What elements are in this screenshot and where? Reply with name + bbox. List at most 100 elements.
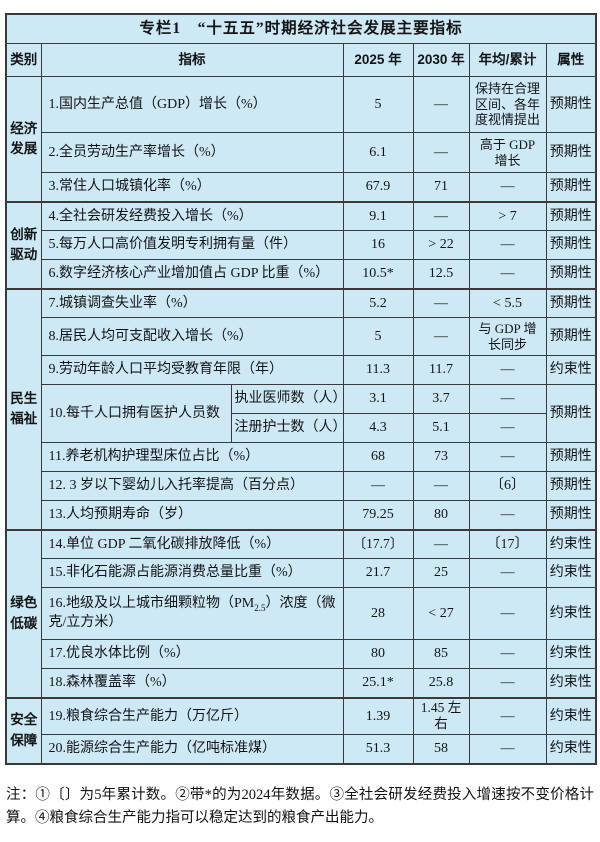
- annual-cell: —: [468, 172, 547, 202]
- annual-cell: —: [468, 413, 547, 443]
- table-row: 安全保障 19.粮食综合生产能力（万亿斤） 1.39 1.45 左右 — 约束性: [5, 696, 597, 765]
- table-row: 经济发展 1.国内生产总值（GDP）增长（%） 5 — 保持在合理区间、各年度视…: [5, 76, 597, 202]
- attribute-cell: 约束性: [545, 355, 597, 385]
- attribute-cell: 预期性: [545, 500, 597, 530]
- value-2030-cell: 12.5: [412, 259, 470, 289]
- value-2030-cell: 1.45 左右: [412, 696, 470, 736]
- value-2025-cell: 80: [342, 639, 414, 669]
- value-2030-cell: 11.7: [412, 355, 470, 385]
- table-row: 13.人均预期寿命（岁） 79.25 80 — 预期性: [6, 500, 597, 530]
- value-2025-cell: 79.25: [342, 500, 414, 530]
- attribute-cell: 预期性: [545, 230, 597, 260]
- annual-cell: —: [468, 500, 547, 530]
- attribute-cell: 约束性: [545, 696, 597, 736]
- indicator-cell: 10.每千人口拥有医护人员数: [40, 384, 232, 443]
- value-2030-cell: 25: [412, 558, 470, 588]
- category-economic-development: 经济发展: [5, 76, 42, 202]
- table-row: 3.常住人口城镇化率（%） 67.9 71 — 预期性: [6, 172, 597, 202]
- table-row: 11.养老机构护理型床位占比（%） 68 73 — 预期性: [6, 442, 597, 472]
- value-2030-cell: —: [412, 471, 470, 501]
- value-2025-cell: —: [342, 471, 414, 501]
- indicator-cell: 11.养老机构护理型床位占比（%）: [40, 442, 344, 472]
- table-title: 专栏1 “十五五”时期经济社会发展主要指标: [5, 13, 597, 44]
- document-page: 专栏1 “十五五”时期经济社会发展主要指标 类别 指标 2025 年 2030 …: [0, 13, 600, 842]
- value-2030-cell: 25.8: [412, 668, 470, 698]
- value-2025-cell: 21.7: [342, 558, 414, 588]
- indicator-cell: 12. 3 岁以下婴幼儿入托率提高（百分点）: [40, 471, 344, 501]
- table-row: 民生福祉 7.城镇调查失业率（%） 5.2 — < 5.5 预期性: [5, 287, 597, 530]
- indicator-cell: 7.城镇调查失业率（%）: [40, 287, 344, 318]
- table-row: 15.非化石能源占能源消费总量比重（%） 21.7 25 — 约束性: [6, 558, 597, 588]
- annual-cell: —: [468, 734, 547, 765]
- value-2030-cell: 5.1: [412, 413, 470, 443]
- pm25-subscript: 2.5: [254, 603, 266, 614]
- value-2030-cell: —: [412, 528, 470, 559]
- value-2030-cell: 73: [412, 442, 470, 472]
- indicator-cell: 14.单位 GDP 二氧化碳排放降低（%）: [40, 528, 344, 559]
- value-2030-cell: < 27: [412, 587, 470, 640]
- col-header-category: 类别: [5, 43, 42, 77]
- indicator-cell: 20.能源综合生产能力（亿吨标准煤）: [40, 734, 344, 765]
- value-2025-cell: 67.9: [342, 172, 414, 202]
- table-row: 8.居民人均可支配收入增长（%） 5 — 与 GDP 增长同步 预期性: [6, 317, 597, 356]
- annual-cell: —: [468, 639, 547, 669]
- attribute-cell: 预期性: [545, 384, 597, 443]
- value-2030-cell: —: [412, 132, 470, 173]
- table-header-row: 类别 指标 2025 年 2030 年 年均/累计 属性: [5, 43, 597, 77]
- attribute-cell: 预期性: [545, 442, 597, 472]
- table-row: 16.地级及以上城市细颗粒物（PM2.5）浓度（微克/立方米） 28 < 27 …: [6, 587, 597, 640]
- value-2025-cell: 51.3: [342, 734, 414, 765]
- annual-cell: —: [468, 696, 547, 736]
- category-green-low-carbon: 绿色低碳: [5, 528, 42, 698]
- value-2030-cell: —: [412, 287, 470, 318]
- value-2025-cell: 6.1: [342, 132, 414, 173]
- table-row: 注册护士数（人） 4.3 5.1 —: [6, 413, 596, 443]
- table-row: 17.优良水体比例（%） 80 85 — 约束性: [6, 639, 597, 669]
- value-2025-cell: 9.1: [342, 200, 414, 231]
- attribute-cell: 预期性: [545, 172, 597, 202]
- value-2025-cell: 68: [342, 442, 414, 472]
- attribute-cell: 约束性: [545, 587, 597, 640]
- annual-cell: < 5.5: [468, 287, 547, 318]
- attribute-cell: 约束性: [545, 668, 597, 698]
- attribute-cell: 约束性: [545, 558, 597, 588]
- value-2030-cell: 3.7: [412, 384, 470, 414]
- table-title-row: 专栏1 “十五五”时期经济社会发展主要指标: [5, 13, 597, 44]
- attribute-cell: 预期性: [545, 76, 597, 133]
- value-2030-cell: 71: [412, 172, 470, 202]
- value-2025-cell: 5: [342, 76, 414, 133]
- annual-cell: —: [468, 558, 547, 588]
- value-2025-cell: 10.5*: [342, 259, 414, 289]
- col-header-attribute: 属性: [545, 43, 597, 77]
- annual-cell: —: [468, 384, 547, 414]
- indicator-cell: 6.数字经济核心产业增加值占 GDP 比重（%）: [40, 259, 344, 289]
- annual-cell: —: [468, 259, 547, 289]
- value-2025-cell: 28: [342, 587, 414, 640]
- indicator-text: 16.地级及以上城市细颗粒物（PM: [48, 596, 255, 612]
- indicator-cell: 8.居民人均可支配收入增长（%）: [40, 317, 344, 356]
- attribute-cell: 预期性: [545, 317, 597, 356]
- annual-cell: > 7: [468, 200, 547, 231]
- value-2025-cell: 25.1*: [342, 668, 414, 698]
- value-2025-cell: 〔17.7〕: [342, 528, 414, 559]
- annual-cell: 〔17〕: [468, 528, 547, 559]
- value-2025-cell: 1.39: [342, 696, 414, 736]
- category-innovation-driven: 创新驱动: [5, 200, 42, 289]
- value-2025-cell: 5.2: [342, 287, 414, 318]
- table-row: 绿色低碳 14.单位 GDP 二氧化碳排放降低（%） 〔17.7〕 — 〔17〕…: [5, 528, 597, 698]
- value-2030-cell: 85: [412, 639, 470, 669]
- attribute-cell: 预期性: [545, 259, 597, 289]
- value-2025-cell: 16: [342, 230, 414, 260]
- annual-cell: —: [468, 587, 547, 640]
- annual-cell: 高于 GDP 增长: [468, 132, 547, 173]
- attribute-cell: 预期性: [545, 287, 597, 318]
- indicator-cell: 9.劳动年龄人口平均受教育年限（年）: [40, 355, 344, 385]
- indicator-cell: 18.森林覆盖率（%）: [40, 668, 344, 698]
- indicator-text: ）浓度（微克/立方米）: [48, 596, 336, 631]
- annual-cell: 〔6〕: [468, 471, 547, 501]
- indicator-cell: 15.非化石能源占能源消费总量比重（%）: [40, 558, 344, 588]
- table-row: 10.每千人口拥有医护人员数 执业医师数（人） 3.1 3.7 — 预期性: [6, 384, 597, 443]
- col-header-2030: 2030 年: [412, 43, 470, 77]
- value-2030-cell: —: [412, 200, 470, 231]
- annual-cell: —: [468, 355, 547, 385]
